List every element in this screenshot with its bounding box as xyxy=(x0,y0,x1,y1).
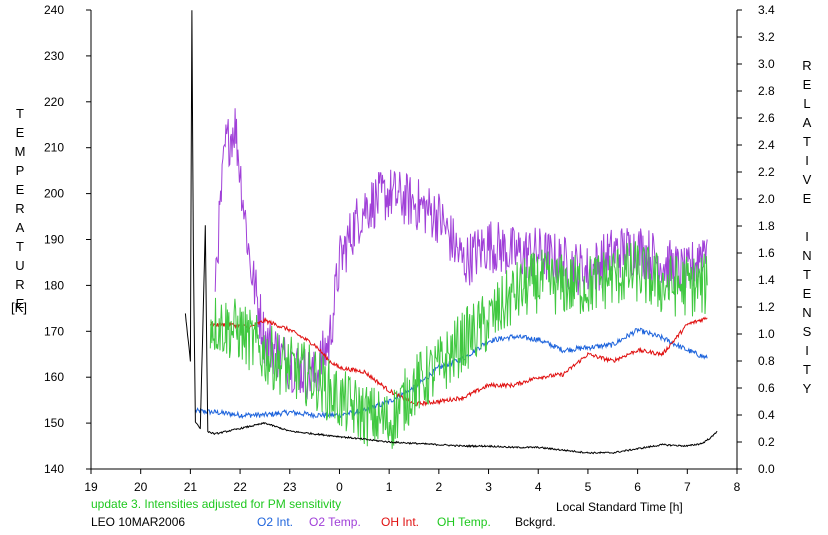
left-axis-title-letter: T xyxy=(16,106,24,121)
y-right-tick-label: 3.0 xyxy=(758,57,775,71)
y-right-tick-label: 0.2 xyxy=(758,435,775,449)
legend-item: Bckgrd. xyxy=(515,515,556,529)
x-tick-label: 3 xyxy=(485,480,492,494)
y-right-tick-label: 2.2 xyxy=(758,165,775,179)
right-axis-title-letter: E xyxy=(803,191,812,206)
right-axis-title-letter: Y xyxy=(803,381,812,396)
right-axis-title-letter: E xyxy=(803,286,812,301)
right-axis-title-letter: T xyxy=(803,134,811,149)
left-axis-title-letter: E xyxy=(16,182,25,197)
left-axis-title-letter: R xyxy=(15,277,24,292)
series-layer xyxy=(184,10,718,455)
left-axis-title-letter: A xyxy=(16,220,25,235)
series-oh-temp xyxy=(209,241,708,449)
right-axis-title-letter: N xyxy=(802,248,811,263)
left-axis-title-letter: E xyxy=(16,125,25,140)
y-left-tick-label: 230 xyxy=(44,49,64,63)
x-tick-label: 6 xyxy=(634,480,641,494)
right-axis-title-letter: I xyxy=(805,229,809,244)
x-tick-label: 0 xyxy=(336,480,343,494)
x-axis-label: Local Standard Time [h] xyxy=(556,500,683,514)
y-right-tick-label: 2.4 xyxy=(758,138,775,152)
series-oh-int xyxy=(209,316,708,407)
y-right-tick-label: 1.8 xyxy=(758,219,775,233)
y-right-tick-label: 1.2 xyxy=(758,300,775,314)
tick-marks xyxy=(86,9,742,474)
right-axis-title-letter: A xyxy=(803,115,812,130)
left-axis-title-letter: M xyxy=(15,144,26,159)
left-axis-title-letter: R xyxy=(15,201,24,216)
right-axis-title-letter: E xyxy=(803,77,812,92)
right-axis-title-letter: R xyxy=(802,58,811,73)
y-left-tick-label: 170 xyxy=(44,324,64,338)
x-tick-label: 1 xyxy=(386,480,393,494)
y-right-tick-label: 1.6 xyxy=(758,246,775,260)
y-right-tick-label: 0.0 xyxy=(758,462,775,476)
legend-item: O2 Temp. xyxy=(309,515,361,529)
y-right-tick-label: 1.4 xyxy=(758,273,775,287)
right-axis-title-letter: N xyxy=(802,305,811,320)
y-right-tick-label: 2.8 xyxy=(758,84,775,98)
x-tick-label: 5 xyxy=(585,480,592,494)
x-tick-label: 8 xyxy=(734,480,741,494)
y-right-tick-label: 3.4 xyxy=(758,3,775,17)
right-axis-title-letter: S xyxy=(803,324,812,339)
right-axis-title-letter: T xyxy=(803,267,811,282)
y-left-tick-label: 200 xyxy=(44,187,64,201)
x-tick-label: 21 xyxy=(184,480,198,494)
tick-labels: 19 20 21 22 23 0 1 2 3 4 5 6 7 8140150160170180190200… xyxy=(11,3,812,494)
x-tick-label: 19 xyxy=(84,480,98,494)
y-right-tick-label: 0.8 xyxy=(758,354,775,368)
left-axis-unit: [K] xyxy=(11,300,27,315)
left-axis-title-letter: P xyxy=(16,163,25,178)
x-tick-label: 23 xyxy=(283,480,297,494)
x-tick-label: 22 xyxy=(233,480,247,494)
right-axis-title-letter: V xyxy=(803,172,812,187)
left-axis-title-letter: U xyxy=(15,258,24,273)
y-left-tick-label: 190 xyxy=(44,233,64,247)
y-left-tick-label: 210 xyxy=(44,141,64,155)
series-o2-int xyxy=(194,327,708,420)
y-right-tick-label: 0.4 xyxy=(758,408,775,422)
x-tick-label: 4 xyxy=(535,480,542,494)
y-right-tick-label: 1.0 xyxy=(758,327,775,341)
right-axis-title-letter: T xyxy=(803,362,811,377)
y-left-tick-label: 150 xyxy=(44,416,64,430)
y-left-tick-label: 220 xyxy=(44,95,64,109)
y-left-tick-label: 160 xyxy=(44,370,64,384)
left-axis-title-letter: T xyxy=(16,239,24,254)
right-axis-title-letter: I xyxy=(805,343,809,358)
y-left-tick-label: 180 xyxy=(44,278,64,292)
x-tick-label: 2 xyxy=(436,480,443,494)
station-label: LEO 10MAR2006 xyxy=(91,515,186,529)
legend-item: O2 Int. xyxy=(257,515,294,529)
legend-item: OH Temp. xyxy=(437,515,491,529)
note-text: update 3. Intensities adjusted for PM se… xyxy=(91,497,342,511)
right-axis-title-letter: I xyxy=(805,153,809,168)
y-right-tick-label: 0.6 xyxy=(758,381,775,395)
x-tick-label: 7 xyxy=(684,480,691,494)
left-axis-title-letter: E xyxy=(16,296,25,311)
y-left-tick-label: 240 xyxy=(44,3,64,17)
series-bckgrd xyxy=(184,10,718,455)
right-axis-title-letter: L xyxy=(803,96,810,111)
y-right-tick-label: 3.2 xyxy=(758,30,775,44)
y-right-tick-label: 2.0 xyxy=(758,192,775,206)
y-left-tick-label: 140 xyxy=(44,462,64,476)
legend-item: OH Int. xyxy=(381,515,420,529)
y-right-tick-label: 2.6 xyxy=(758,111,775,125)
x-tick-label: 20 xyxy=(134,480,148,494)
